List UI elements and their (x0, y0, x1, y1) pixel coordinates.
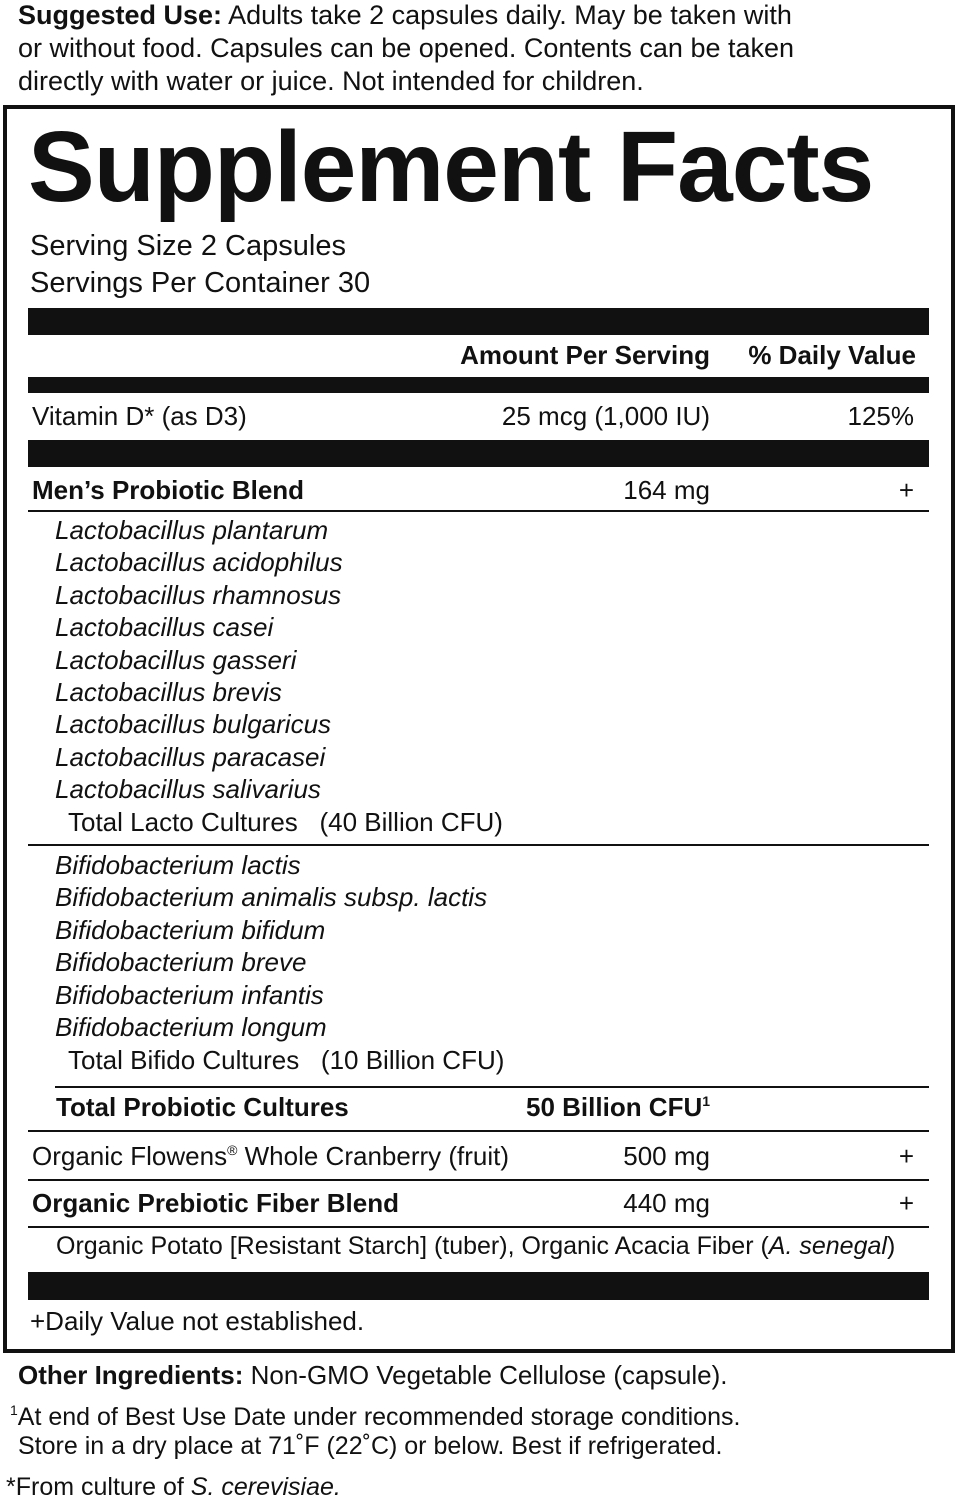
facts-title: Supplement Facts (28, 111, 874, 223)
text: At end of Best Use Date under recommende… (17, 1403, 741, 1431)
serving-size: Serving Size 2 Capsules (30, 230, 346, 262)
amount: (10 Billion CFU) (320, 1045, 505, 1075)
strain: Bifidobacterium breve (55, 947, 307, 978)
text: *From culture of (6, 1473, 191, 1501)
strain: Lactobacillus bulgaricus (55, 709, 332, 740)
nutrient-name: Men’s Probiotic Blend (32, 475, 305, 505)
label: Total Lacto Cultures (68, 807, 298, 837)
strain: Lactobacillus salivarius (55, 774, 321, 805)
servings-per-container: Servings Per Container 30 (30, 267, 371, 299)
text: Adults take 2 capsules daily. May be tak… (228, 0, 792, 30)
note-mark: 1 (10, 1402, 18, 1418)
rule (28, 844, 929, 846)
bar (28, 377, 929, 393)
total-probiotic-amount: 50 Billion CFU1 (526, 1091, 710, 1123)
rule (28, 510, 929, 512)
amount-header: Amount Per Serving (460, 340, 710, 370)
strain: Lactobacillus casei (55, 612, 274, 643)
strain: Bifidobacterium animalis subsp. lactis (55, 882, 488, 913)
nutrient-name: Vitamin D* (as D3) (32, 401, 247, 431)
name-part: Organic Flowens (32, 1141, 228, 1171)
text: S. cerevisiae. (190, 1473, 341, 1501)
text: A. senegal (768, 1232, 887, 1260)
facts-panel (3, 105, 955, 1353)
nutrient-amount: 500 mg (623, 1141, 710, 1171)
text: Organic Potato [Resistant Starch] (tuber… (56, 1232, 769, 1260)
strain: Lactobacillus rhamnosus (55, 579, 342, 610)
dv-header: % Daily Value (748, 340, 916, 370)
amount: (40 Billion CFU) (319, 807, 503, 837)
suggested-use-line: directly with water or juice. Not intend… (18, 66, 644, 96)
rule (28, 1226, 929, 1228)
text: Non-GMO Vegetable Cellulose (capsule). (243, 1360, 728, 1390)
name-part: Whole Cranberry (fruit) (237, 1141, 510, 1171)
fiber-ingredients: Organic Potato [Resistant Starch] (tuber… (56, 1230, 895, 1262)
total-lacto: Total Lacto Cultures (40 Billion CFU) (68, 806, 503, 838)
label: Suggested Use: (18, 0, 223, 30)
label: Other Ingredients: (18, 1360, 244, 1390)
total-probiotic-name: Total Probiotic Cultures (56, 1092, 349, 1122)
nutrient-dv: 125% (847, 401, 915, 431)
nutrient-amount: 440 mg (623, 1188, 710, 1218)
suggested-use-line: Suggested Use: Adults take 2 capsules da… (18, 0, 792, 31)
text: ) (886, 1232, 896, 1260)
footnote: +Daily Value not established. (30, 1306, 365, 1336)
note-line: 1At end of Best Use Date under recommend… (10, 1401, 740, 1433)
nutrient-name: Organic Flowens® Whole Cranberry (fruit) (32, 1140, 509, 1172)
nutrient-dv: + (898, 1141, 914, 1171)
strain: Lactobacillus brevis (55, 677, 282, 707)
label: Total Bifido Cultures (68, 1045, 300, 1075)
registered-mark: ® (227, 1142, 238, 1158)
bar (28, 440, 929, 467)
note-line: Store in a dry place at 71˚F (22˚C) or b… (18, 1432, 723, 1460)
note-mark: 1 (702, 1093, 711, 1109)
strain: Bifidobacterium longum (55, 1012, 327, 1042)
rule (28, 1179, 929, 1181)
strain: Bifidobacterium bifidum (55, 914, 326, 945)
rule (55, 1086, 929, 1088)
nutrient-name: Organic Prebiotic Fiber Blend (32, 1188, 399, 1218)
bar (28, 1272, 929, 1300)
strain: Bifidobacterium lactis (55, 850, 301, 880)
nutrient-amount: 25 mcg (1,000 IU) (501, 401, 710, 431)
nutrient-amount: 164 mg (623, 475, 710, 505)
suggested-use-line: or without food. Capsules can be opened.… (18, 33, 795, 63)
strain: Lactobacillus acidophilus (55, 547, 343, 578)
culture-note: *From culture of S. cerevisiae. (6, 1471, 341, 1503)
strain: Lactobacillus gasseri (55, 644, 297, 675)
strain: Lactobacillus paracasei (55, 741, 326, 772)
nutrient-dv: + (898, 475, 914, 505)
rule (28, 1130, 929, 1132)
strain: Bifidobacterium infantis (55, 979, 324, 1010)
total-bifido: Total Bifido Cultures (10 Billion CFU) (68, 1044, 504, 1076)
other-ingredients: Other Ingredients: Non-GMO Vegetable Cel… (18, 1359, 727, 1391)
nutrient-dv: + (898, 1188, 914, 1218)
bar (28, 308, 929, 335)
strain: Lactobacillus plantarum (55, 515, 329, 545)
amount: 50 Billion CFU (526, 1092, 703, 1122)
